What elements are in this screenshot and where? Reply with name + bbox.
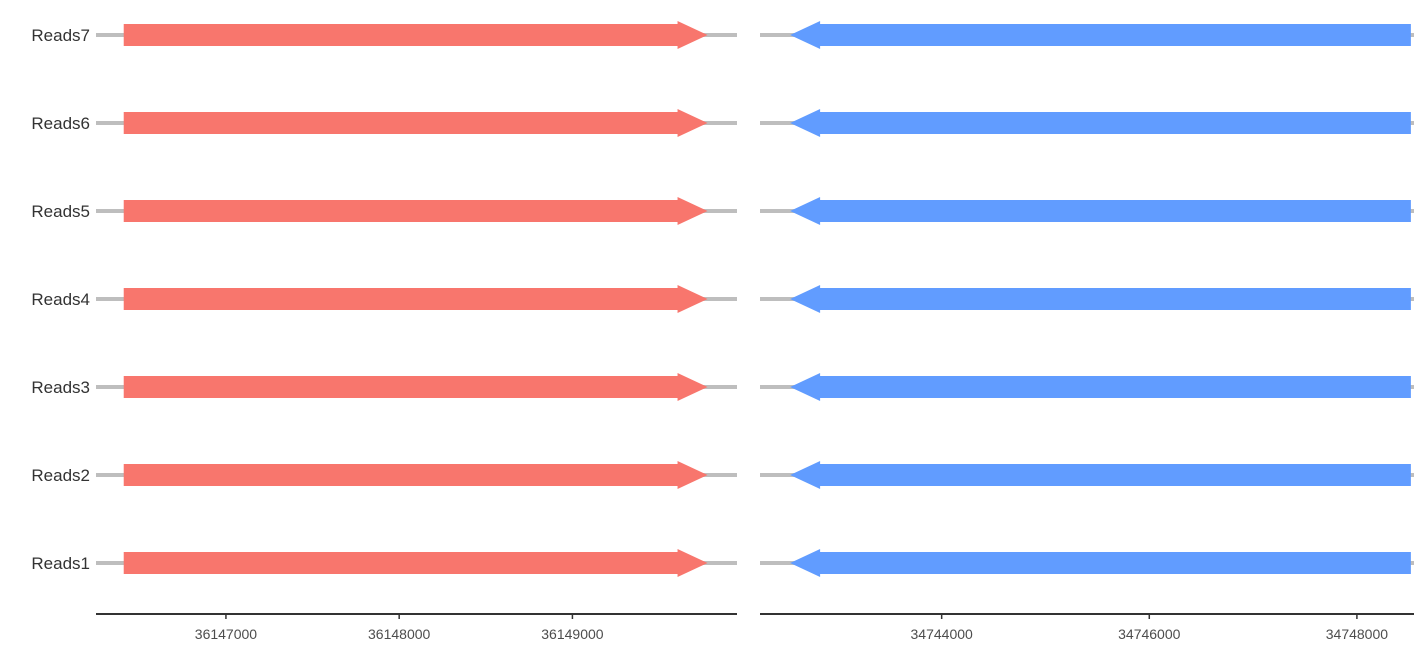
row-label: Reads4 <box>31 290 90 309</box>
x-tick-label: 36148000 <box>368 626 431 642</box>
feature-arrow <box>790 461 1411 489</box>
row-label: Reads5 <box>31 202 90 221</box>
x-tick-label: 36147000 <box>195 626 258 642</box>
feature-arrow <box>790 373 1411 401</box>
feature-arrow <box>790 197 1411 225</box>
feature-arrow <box>123 285 708 313</box>
feature-arrow <box>790 285 1411 313</box>
panel-2: 34744000 34746000 34748000 <box>760 21 1414 642</box>
feature-arrow <box>123 109 708 137</box>
feature-arrow <box>123 549 708 577</box>
x-tick-label: 34746000 <box>1118 626 1181 642</box>
feature-arrow <box>790 21 1411 49</box>
x-tick-label: 34744000 <box>911 626 974 642</box>
feature-arrow <box>123 21 708 49</box>
panel-1: Reads1 Reads2 Reads3 Reads4 Reads5 Reads6 Read… <box>31 21 737 642</box>
feature-arrow <box>123 197 708 225</box>
row-label: Reads7 <box>31 26 90 45</box>
feature-arrow <box>790 549 1411 577</box>
x-tick-label: 34748000 <box>1326 626 1389 642</box>
feature-arrow <box>790 109 1411 137</box>
x-tick-label: 36149000 <box>541 626 604 642</box>
row-label: Reads1 <box>31 554 90 573</box>
feature-arrow <box>123 373 708 401</box>
feature-arrow <box>123 461 708 489</box>
row-label: Reads2 <box>31 466 90 485</box>
row-label: Reads6 <box>31 114 90 133</box>
row-label: Reads3 <box>31 378 90 397</box>
chart-panels: Reads1 Reads2 Reads3 Reads4 Reads5 Reads6 Read… <box>31 21 1414 642</box>
